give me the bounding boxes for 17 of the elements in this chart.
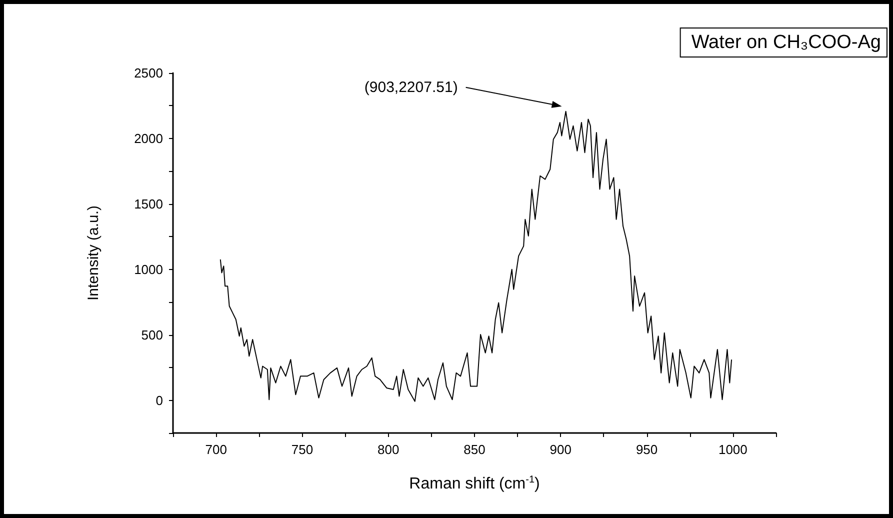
y-tick-label: 2500 <box>134 66 163 80</box>
x-tick-label: 950 <box>636 442 658 457</box>
line-series <box>220 110 732 402</box>
y-axis-title: Intensity (a.u.) <box>85 205 102 301</box>
x-tick-label: 900 <box>550 442 572 457</box>
x-tick-label: 850 <box>464 442 486 457</box>
y-tick-label: 0 <box>156 392 163 408</box>
y-tick-label: 1000 <box>134 262 163 277</box>
annotation: (903,2207.51) <box>364 78 458 96</box>
x-tick-label: 700 <box>205 442 227 457</box>
y-tick-label: 500 <box>141 327 163 342</box>
y-tick-label: 1500 <box>134 196 163 212</box>
text: Water on CH₃COO-Ag <box>691 32 882 53</box>
x-tick-label: 800 <box>378 442 400 457</box>
y-tick-label: 2000 <box>134 130 163 146</box>
x-tick-label: 1000 <box>718 442 748 457</box>
x-tick-label: 750 <box>291 442 314 457</box>
